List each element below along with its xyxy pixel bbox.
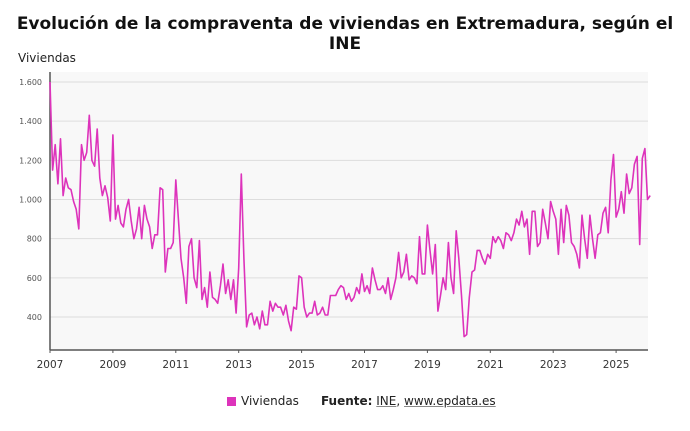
x-tick-label: 2025 [603, 359, 630, 371]
y-tick-label: 1.400 [19, 117, 42, 126]
chart-title: Evolución de la compraventa de viviendas… [16, 14, 674, 54]
source-link-ine[interactable]: INE [376, 394, 397, 408]
legend-swatch [227, 396, 236, 406]
source-prefix: Fuente: [320, 394, 373, 408]
source-separator: , [396, 394, 401, 408]
source-link-epdata[interactable]: www.epdata.es [404, 394, 496, 408]
x-tick-label: 2021 [477, 359, 504, 371]
legend-label[interactable]: Viviendas [241, 394, 299, 408]
x-tick-label: 2023 [540, 359, 567, 371]
y-axis-label: Viviendas [18, 51, 76, 65]
y-tick-label: 1.000 [19, 196, 42, 205]
x-tick-label: 2015 [288, 359, 315, 371]
y-tick-label: 400 [27, 313, 42, 322]
legend: Viviendas Fuente: INE, www.epdata.es [227, 394, 496, 408]
x-tick-label: 2019 [414, 359, 441, 371]
series-line-viviendas [49, 81, 651, 338]
y-tick-label: 1.200 [19, 156, 42, 165]
source-note: Fuente: INE, www.epdata.es [321, 394, 496, 408]
x-tick-label: 2011 [162, 359, 189, 371]
y-tick-label: 800 [27, 235, 42, 244]
x-tick-label: 2009 [100, 359, 127, 371]
x-tick-label: 2013 [225, 359, 252, 371]
y-tick-label: 1.600 [19, 78, 42, 87]
x-tick-label: 2007 [37, 359, 64, 371]
plot-background [50, 72, 648, 350]
y-tick-label: 600 [27, 274, 42, 283]
x-tick-label: 2017 [351, 359, 378, 371]
